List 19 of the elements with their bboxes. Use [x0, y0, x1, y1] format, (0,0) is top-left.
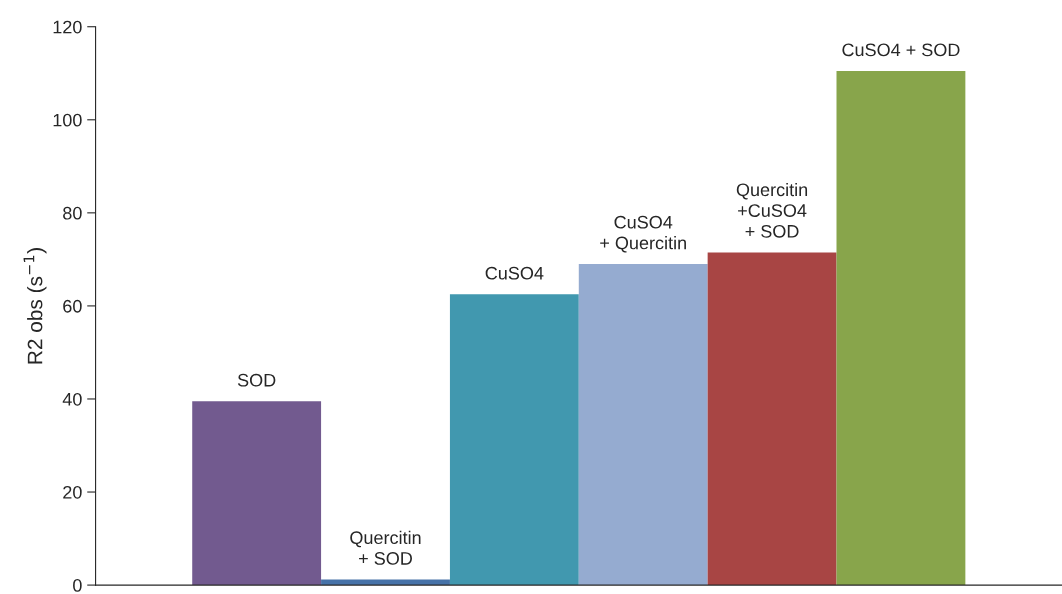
x-tick-label: CuSO4 + Quercitin [600, 215, 686, 253]
x-tick-label: SOD [237, 373, 276, 387]
y-tick-label: 100 [53, 113, 82, 127]
x-tick-label: CuSO4 [485, 266, 544, 280]
bar [836, 70, 966, 586]
bar [578, 264, 708, 586]
bar [707, 252, 837, 586]
x-tick-label: Quercitin +CuSO4 + SOD [736, 182, 808, 238]
y-tick-label: 120 [53, 20, 82, 34]
y-tick-label: 40 [62, 392, 82, 406]
y-tick-label: 20 [63, 485, 82, 499]
x-tick-label: Quercitin + SOD [350, 530, 421, 565]
bar [192, 401, 322, 586]
y-tick-label: 80 [63, 206, 82, 220]
y-axis-title: R2 obs (s$^{−1}$) [23, 248, 47, 364]
y-tick-label: 0 [73, 579, 82, 592]
x-tick-label: CuSO4 + SOD [842, 43, 960, 57]
y-tick-label: 60 [63, 299, 82, 313]
bar [449, 294, 579, 586]
